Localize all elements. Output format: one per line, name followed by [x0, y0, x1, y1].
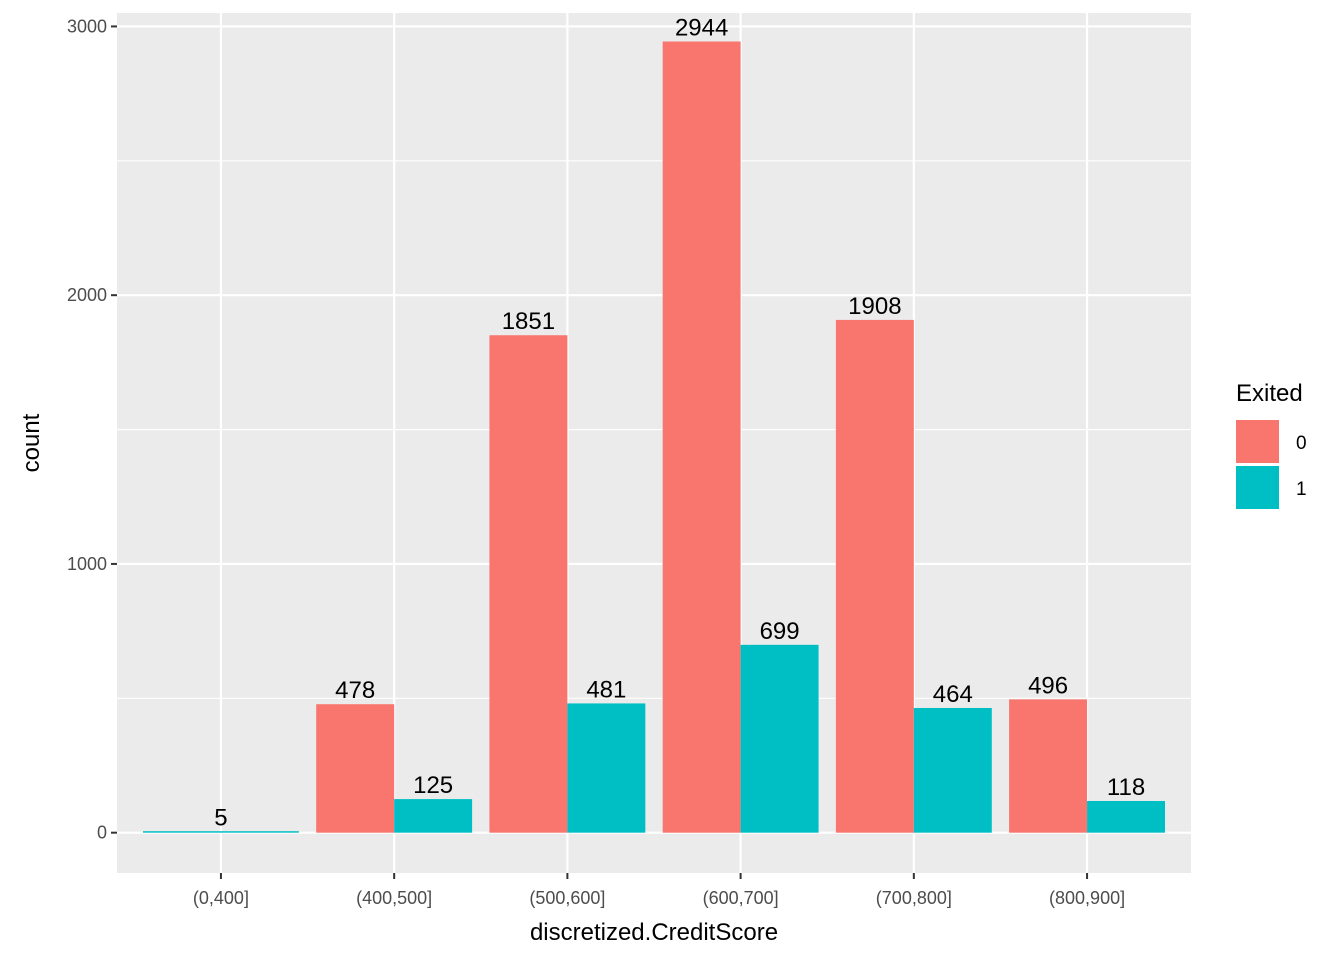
legend-label-0: 0: [1296, 433, 1307, 454]
x-tick-label: (500,600]: [529, 888, 605, 908]
x-tick-label: (700,800]: [876, 888, 952, 908]
bar-value-label: 1851: [502, 308, 555, 335]
bar-exited-0: [316, 704, 395, 833]
x-tick-label: (800,900]: [1049, 888, 1125, 908]
y-axis-title: count: [18, 413, 45, 472]
bar-exited-0: [662, 41, 741, 833]
bar-value-label: 118: [1107, 774, 1145, 801]
minor-gridlines: [117, 160, 1191, 699]
y-axis: 0 1000 2000 3000: [67, 16, 117, 843]
y-tick-label: 1000: [67, 554, 107, 574]
data-labels: 5 478 125 1851 481 2944 699 1908 464 496 118: [214, 14, 1145, 831]
bar-value-label: 125: [413, 772, 453, 799]
bar-value-label: 2944: [675, 14, 728, 41]
legend-key-0: [1236, 420, 1279, 463]
x-tick-label: (0,400]: [193, 888, 249, 908]
bar-exited-1: [394, 799, 473, 833]
bar-value-label: 699: [760, 618, 800, 645]
bar-exited-0: [1009, 699, 1088, 833]
y-tick-label: 3000: [67, 16, 107, 36]
bar-value-label: 5: [214, 804, 227, 831]
bar-value-label: 481: [586, 676, 626, 703]
legend-title: Exited: [1236, 380, 1303, 407]
x-tick-label: (400,500]: [356, 888, 432, 908]
legend: Exited 0 1: [1236, 380, 1307, 509]
x-tick-label: (600,700]: [703, 888, 779, 908]
legend-key-1: [1236, 466, 1279, 509]
bar-exited-1: [913, 707, 992, 833]
y-tick-label: 0: [97, 823, 107, 843]
bar-value-label: 1908: [848, 293, 901, 320]
x-axis-title: discretized.CreditScore: [530, 919, 778, 946]
bar-value-label: 478: [335, 677, 375, 704]
legend-label-1: 1: [1296, 479, 1307, 500]
bar-exited-1: [567, 703, 646, 833]
bar-value-label: 496: [1028, 672, 1068, 699]
x-axis: (0,400] (400,500] (500,600] (600,700] (700,8…: [193, 873, 1125, 908]
y-tick-label: 2000: [67, 285, 107, 305]
bar-exited-1: [142, 831, 299, 833]
bar-exited-1: [740, 644, 819, 833]
bar-value-label: 464: [933, 681, 973, 708]
bar-exited-1: [1087, 800, 1166, 833]
bar-exited-0: [835, 319, 914, 833]
bar-exited-0: [489, 335, 568, 833]
bars: [142, 41, 1166, 833]
